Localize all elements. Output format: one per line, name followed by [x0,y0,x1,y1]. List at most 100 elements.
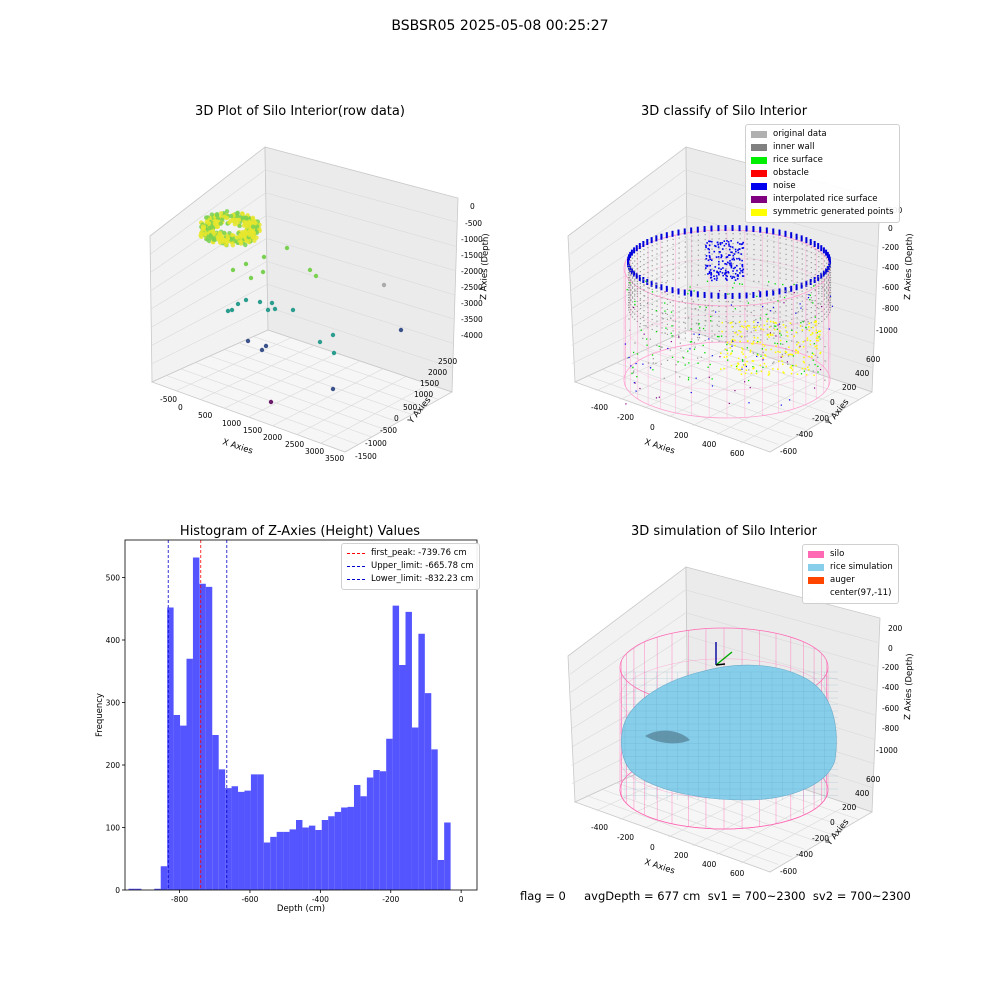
legend-swatch [751,209,767,216]
surface-point [707,366,709,368]
noise-point [817,274,820,281]
inner-wall-point [661,281,663,283]
inner-wall-point [691,323,693,325]
grid-line [692,788,804,847]
noise-point [718,263,720,266]
symmetric-point [775,322,777,324]
inner-wall-point [818,297,820,300]
noise-point [825,249,828,256]
noise-point [717,292,720,299]
inner-wall-point [829,269,831,271]
inner-wall-point [785,278,787,281]
surface-point [714,334,716,336]
interpolated-point [642,363,644,365]
histogram-bar [424,693,432,890]
symmetric-point [809,339,812,342]
panel1-x-tick: 2000 [263,433,282,442]
symmetric-point [770,334,772,336]
noise-point [721,241,724,244]
surface-point [796,341,798,343]
symmetric-point [777,350,779,353]
surface-point [772,362,774,364]
surface-point [687,293,689,295]
surface-point [750,331,752,333]
panel2-y-tick: 600 [866,355,881,364]
surface-point [789,286,791,288]
surface-point [784,352,787,355]
surface-point [806,351,809,353]
grid-line [570,612,686,693]
inner-wall-point [801,295,803,297]
noise-point [745,292,748,299]
inner-wall-point [766,265,769,267]
surface-point [791,350,794,352]
inner-wall-point [647,247,649,249]
histogram-bar [173,715,181,890]
inner-wall-point [656,268,658,270]
inner-wall-point [753,264,755,266]
inner-wall-point [691,250,693,252]
panel1-x-tick: 2500 [285,440,304,449]
inner-wall-point [766,338,769,340]
inner-wall-point [814,283,816,286]
noise-point [633,270,636,277]
inner-wall-point [697,324,699,326]
inner-wall-point [827,294,829,297]
panel2-x-tick: 600 [730,449,745,458]
interpolated-point [819,368,822,371]
inner-wall-point [773,256,775,258]
panel2-y-tick: -600 [780,447,797,456]
inner-wall-point [651,318,653,321]
inner-wall-point [684,246,686,248]
inner-wall-point [684,276,686,278]
interpolated-point [650,367,652,369]
noise-point [709,240,712,243]
inner-wall-point [806,265,808,267]
surface-point [747,302,750,304]
interpolated-point [775,335,777,337]
noise-point [713,275,715,277]
symmetric-point [790,367,793,369]
inner-wall-point [672,330,674,332]
legend-line [347,566,365,567]
inner-wall-point [826,277,828,279]
inner-wall-point [814,310,816,312]
interpolated-point [639,387,641,390]
panel3-title: Histogram of Z-Axies (Height) Values [179,524,421,539]
inner-wall-point [827,269,829,272]
inner-wall-point [779,311,781,313]
noise-point [737,274,739,276]
interpolated-point [757,321,759,324]
inner-wall-point [656,310,658,312]
inner-wall-point [753,339,755,342]
inner-wall-point [801,253,803,255]
noise-point [705,267,707,269]
noise-point [709,256,711,259]
interpolated-point [732,340,734,342]
inner-wall-point [732,305,734,308]
inner-wall-point [746,305,748,307]
inner-wall-point [634,283,636,285]
symmetric-point [726,352,729,355]
panel1-z-tick: -3000 [461,299,483,308]
panel4-title: 3D simulation of Silo Interior [631,524,817,539]
interpolated-point [695,377,697,379]
data-point [229,307,235,313]
surface-point [662,318,664,320]
noise-point [738,292,741,299]
noise-point [671,287,674,294]
inner-wall-point [806,260,808,262]
noise-point [690,290,693,297]
inner-wall-point [691,255,693,257]
surface-point [645,280,647,282]
inner-wall-point [785,325,787,327]
symmetric-point [741,325,743,327]
inner-wall-point [661,256,663,258]
grid-line [266,261,455,320]
noise-point [717,246,720,248]
histogram-bar [302,827,309,890]
surface-point [814,354,817,357]
inner-wall-point [697,334,699,336]
inner-wall-point [821,285,823,288]
noise-point [722,274,724,277]
